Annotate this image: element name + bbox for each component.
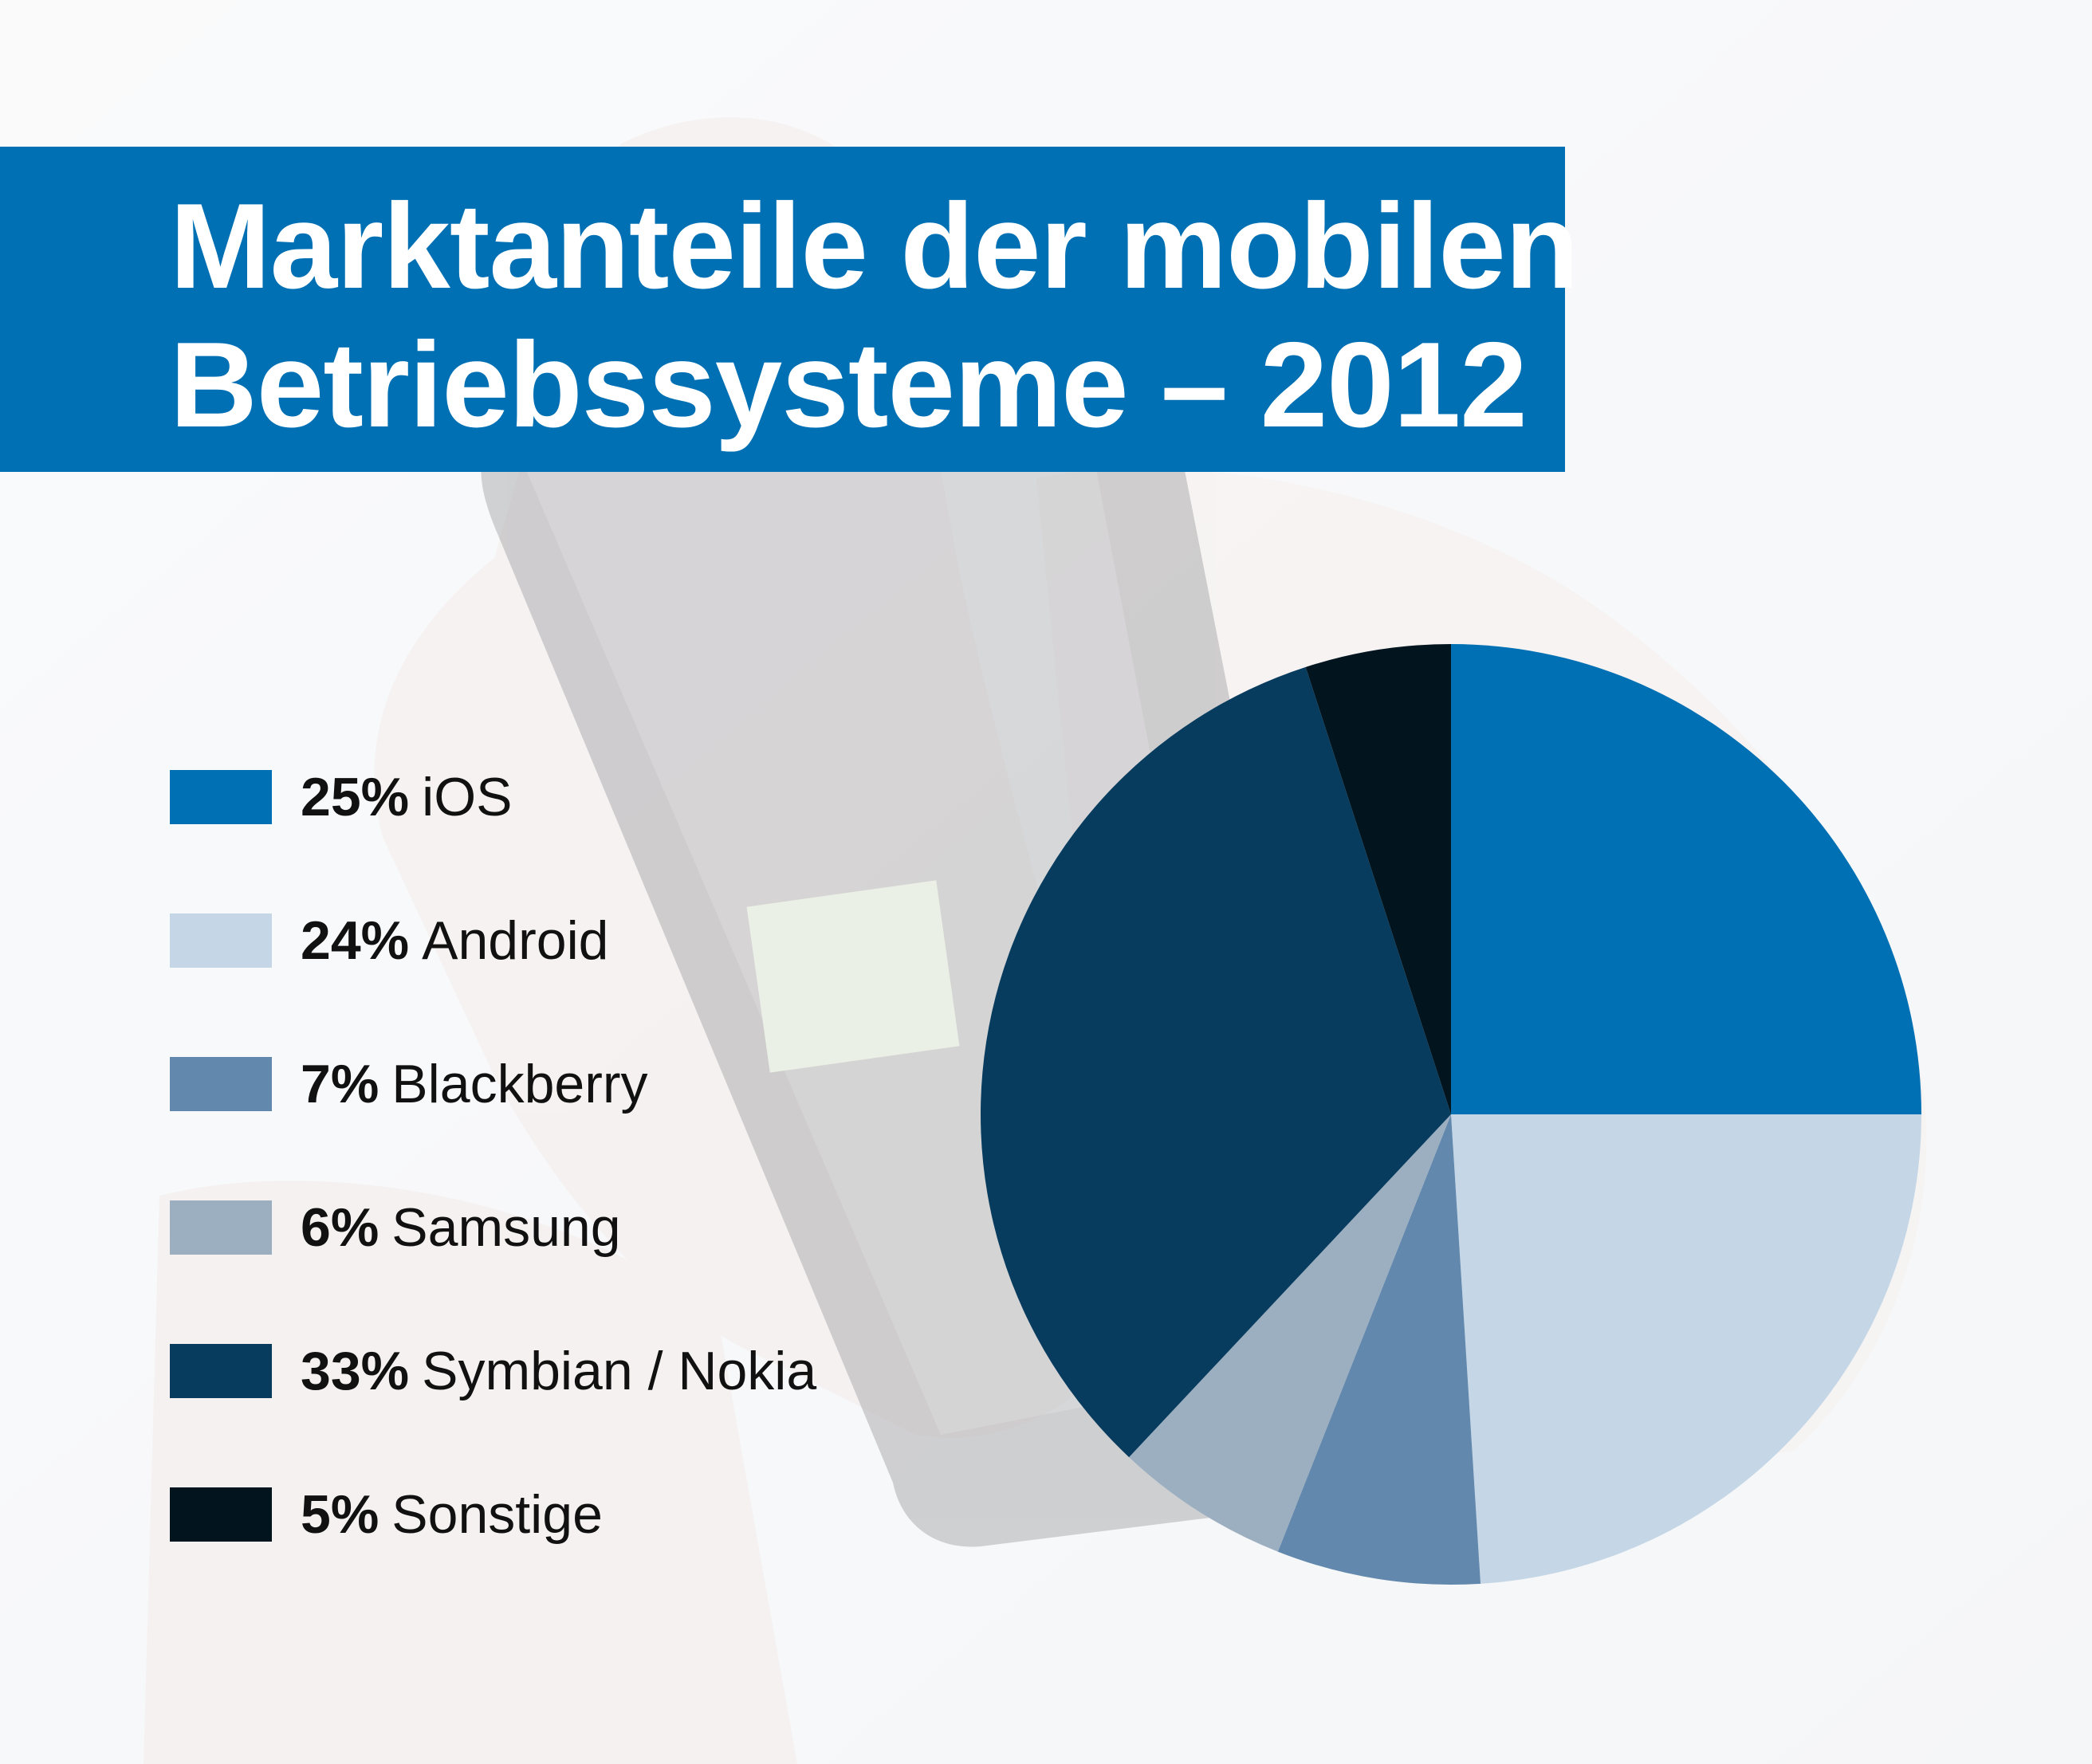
legend-label: 25% iOS [301, 766, 512, 828]
legend-item-sonstige: 5% Sonstige [170, 1443, 816, 1586]
legend-name: iOS [422, 767, 513, 827]
legend-item-ios: 25% iOS [170, 725, 816, 869]
legend-item-symbian-nokia: 33% Symbian / Nokia [170, 1299, 816, 1443]
title-banner [0, 147, 1565, 472]
legend-label: 33% Symbian / Nokia [301, 1340, 816, 1402]
legend-label: 24% Android [301, 910, 609, 972]
title-line-2: Betriebssysteme – 2012 [170, 317, 1528, 453]
legend-percent: 25% [301, 767, 410, 827]
pie-slice-android [1451, 1114, 1921, 1584]
legend-name: Android [422, 910, 609, 971]
legend-name: Sonstige [391, 1484, 603, 1545]
legend-item-android: 24% Android [170, 869, 816, 1012]
legend-item-blackberry: 7% Blackberry [170, 1012, 816, 1156]
legend-label: 7% Blackberry [301, 1053, 648, 1115]
legend: 25% iOS 24% Android 7% Blackberry 6% Samsung… [170, 725, 816, 1586]
legend-percent: 24% [301, 910, 410, 971]
pie-slice-ios [1451, 644, 1921, 1114]
legend-percent: 6% [301, 1197, 379, 1258]
legend-name: Blackberry [391, 1054, 648, 1114]
chart-title: Marktanteile der mobilen Betriebssysteme… [170, 177, 1579, 454]
legend-percent: 7% [301, 1054, 379, 1114]
pie-slice-symbian-nokia [981, 666, 1451, 1458]
legend-item-samsung: 6% Samsung [170, 1156, 816, 1299]
legend-name: Samsung [391, 1197, 621, 1258]
legend-swatch [170, 1057, 272, 1111]
legend-swatch [170, 1344, 272, 1398]
title-line-1: Marktanteile der mobilen [170, 179, 1579, 314]
pie-slice-blackberry [1277, 1114, 1481, 1585]
legend-percent: 5% [301, 1484, 379, 1545]
pie-slice-sonstige [1305, 644, 1451, 1114]
legend-swatch [170, 913, 272, 968]
legend-percent: 33% [301, 1341, 410, 1401]
legend-label: 5% Sonstige [301, 1483, 603, 1546]
pie-slice-samsung [1129, 1114, 1451, 1552]
legend-swatch [170, 1200, 272, 1255]
legend-swatch [170, 770, 272, 824]
legend-name: Symbian / Nokia [422, 1341, 817, 1401]
legend-swatch [170, 1487, 272, 1542]
legend-label: 6% Samsung [301, 1196, 621, 1259]
